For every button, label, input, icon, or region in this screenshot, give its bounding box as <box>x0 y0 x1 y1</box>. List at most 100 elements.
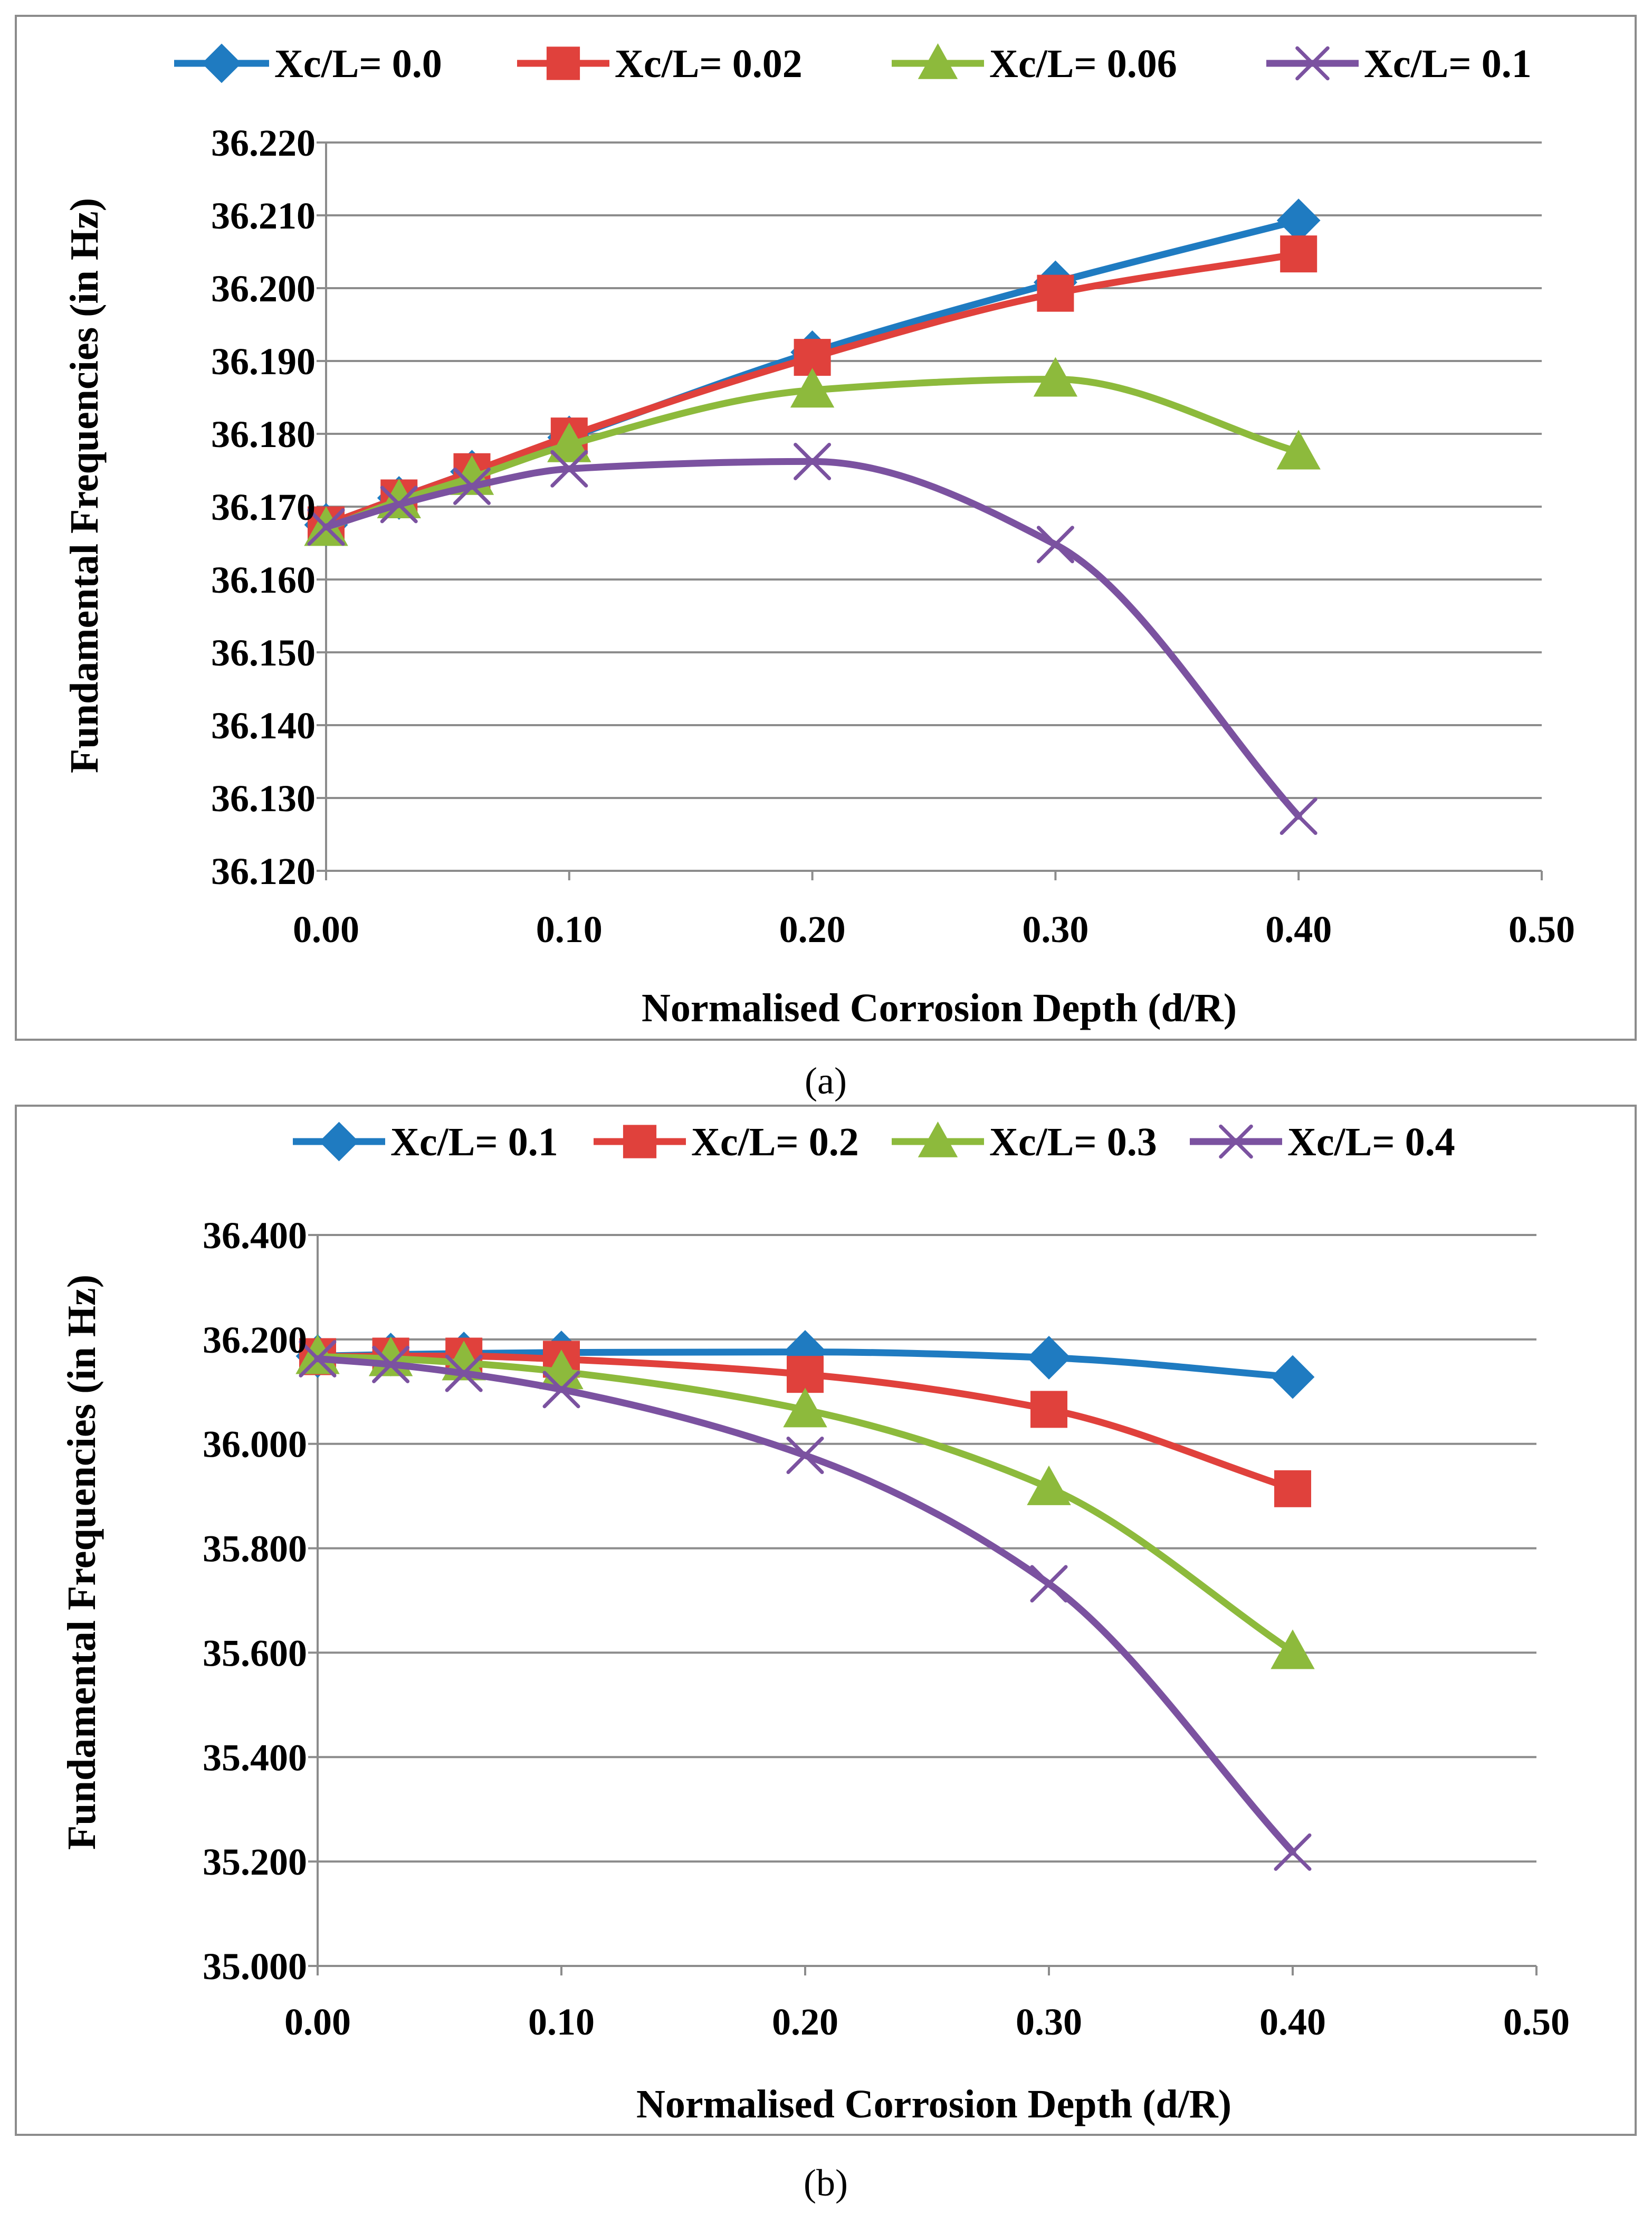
chart-b-x-tick-label: 0.50 <box>1503 2001 1570 2043</box>
chart-b-x-tick-label: 0.10 <box>528 2001 595 2043</box>
chart-b-legend-swatch-marker <box>623 1125 657 1158</box>
chart-a-series-4-line <box>322 458 1302 820</box>
chart-a-legend: Xc/L= 0.0 Xc/L= 0.02 Xc/L= 0.06 Xc/L= 0.1 <box>174 42 1532 86</box>
chart-b-legend-swatch-marker <box>319 1122 359 1162</box>
chart-b-caption: (b) <box>804 2162 848 2204</box>
chart-b-series-4-point <box>1030 1565 1068 1603</box>
chart-a-legend-label: Xc/L= 0.06 <box>989 42 1177 86</box>
chart-a-border <box>15 15 1637 1041</box>
chart-b-x-tick-label: 0.40 <box>1259 2001 1326 2043</box>
chart-b-legend-item-4: Xc/L= 0.4 <box>1190 1120 1455 1164</box>
chart-b-y-tick-label: 35.400 <box>203 1736 307 1779</box>
chart-b-series-1-point <box>1271 1355 1315 1399</box>
chart-b-series-4-point <box>786 1436 824 1474</box>
chart-a-y-tick-label: 36.130 <box>211 777 316 820</box>
chart-a-legend-label: Xc/L= 0.02 <box>615 42 803 86</box>
chart-b-legend-item-2: Xc/L= 0.2 <box>594 1120 859 1164</box>
chart-b-series-2-point <box>1030 1391 1067 1428</box>
chart-a-legend-label: Xc/L= 0.1 <box>1364 42 1532 86</box>
chart-a-series-4 <box>307 442 1317 835</box>
chart-a-y-axis-title: Fundamental Frequencies (in Hz) <box>62 198 107 773</box>
chart-b-legend-label: Xc/L= 0.4 <box>1287 1120 1455 1164</box>
chart-a-legend-swatch-marker <box>546 46 580 80</box>
chart-a-series-3-point <box>547 422 591 462</box>
chart-a-x-tick-label: 0.10 <box>536 908 603 951</box>
chart-b-series-3-point <box>1027 1465 1071 1505</box>
chart-a-series-4-point <box>307 508 345 546</box>
chart-a-series-2-point <box>1280 235 1317 273</box>
chart-a-series-3-point <box>790 368 835 408</box>
chart-a-series-3-line <box>322 376 1302 532</box>
chart-a-legend-item-2: Xc/L= 0.02 <box>517 42 803 86</box>
chart-b-series-2-point <box>1274 1470 1311 1507</box>
chart-a-x-tick-label: 0.40 <box>1265 908 1332 951</box>
chart-b-x-tick-label: 0.30 <box>1016 2001 1082 2043</box>
chart-b-y-tick-label: 36.400 <box>203 1214 307 1257</box>
chart-a-series <box>304 198 1321 835</box>
chart-a-y-tick-label: 36.150 <box>211 632 316 674</box>
chart-b-y-tick-label: 35.600 <box>203 1632 307 1674</box>
chart-b-legend-label: Xc/L= 0.1 <box>390 1120 558 1164</box>
chart-b-gridlines <box>318 1234 1536 1863</box>
chart-b-y-tick-label: 35.200 <box>203 1841 307 1883</box>
chart-b-legend-item-1: Xc/L= 0.1 <box>293 1120 558 1164</box>
chart-a-legend-swatch-marker <box>918 43 958 79</box>
chart-b-x-tick-label: 0.00 <box>284 2001 351 2043</box>
chart-a-y-tick-label: 36.160 <box>211 559 316 601</box>
chart-a-gridlines <box>326 141 1542 799</box>
chart-a-x-tick-label: 0.20 <box>779 908 846 951</box>
chart-a-series-3-point <box>1033 357 1078 397</box>
chart-a-legend-item-4: Xc/L= 0.1 <box>1266 42 1532 86</box>
chart-b-y-tick-label: 36.200 <box>203 1319 307 1361</box>
chart-b-series-3-line <box>314 1353 1296 1655</box>
chart-a-y-tick-label: 36.190 <box>211 340 316 383</box>
chart-b-series-2-point <box>787 1356 824 1393</box>
chart-b: 35.000 35.200 35.400 35.600 35.800 36.000 36.2… <box>15 1105 1637 2136</box>
chart-b-series-4 <box>299 1339 1312 1871</box>
chart-a-x-tick-label: 0.00 <box>293 908 359 951</box>
chart-b-y-axis-title: Fundamental Frequencies (in Hz) <box>60 1275 104 1850</box>
chart-b-series-4-point <box>1274 1833 1312 1871</box>
chart-a-series-4-point <box>453 467 491 505</box>
chart-a-y-tick-label: 36.220 <box>211 122 316 164</box>
chart-a-series-3-point <box>1276 430 1321 470</box>
chart-a-y-tick-label: 36.140 <box>211 705 316 747</box>
chart-a-y-tick-labels: 36.120 36.130 36.140 36.150 36.160 36.170 36.1… <box>211 122 316 892</box>
chart-a-series-4-point <box>550 450 588 488</box>
chart-b-series-4-point <box>372 1345 410 1383</box>
chart-a-y-tick-label: 36.170 <box>211 486 316 528</box>
chart-b-y-tick-labels: 35.000 35.200 35.400 35.600 35.800 36.000 36.2… <box>203 1214 307 1988</box>
chart-b-x-axis-title: Normalised Corrosion Depth (d/R) <box>636 2082 1231 2126</box>
chart-b-series-2-line <box>314 1352 1296 1493</box>
chart-a: 36.120 36.130 36.140 36.150 36.160 36.170 36.1… <box>15 15 1637 1041</box>
chart-b-series-4-point <box>299 1339 337 1377</box>
chart-a-series-4-point <box>1036 526 1074 564</box>
chart-a-y-tick-label: 36.200 <box>211 268 316 310</box>
chart-a-series-4-point <box>1279 797 1317 835</box>
chart-a-y-tick-label: 36.120 <box>211 850 316 892</box>
chart-b-legend: Xc/L= 0.1 Xc/L= 0.2 Xc/L= 0.3 Xc/L= 0.4 <box>293 1120 1455 1164</box>
chart-a-legend-item-1: Xc/L= 0.0 <box>174 42 442 86</box>
chart-a-x-tick-label: 0.30 <box>1022 908 1088 951</box>
chart-a-y-tick-label: 36.210 <box>211 195 316 237</box>
chart-a-y-tick-label: 36.180 <box>211 413 316 455</box>
chart-a-x-tick-label: 0.50 <box>1508 908 1575 951</box>
chart-a-legend-label: Xc/L= 0.0 <box>274 42 442 86</box>
chart-a-series-2-point <box>1037 274 1074 312</box>
chart-a-series-2-line <box>322 250 1302 528</box>
chart-a-series-4-point <box>380 486 418 524</box>
chart-b-series-4-point <box>542 1371 580 1409</box>
chart-b-series-3-point <box>783 1388 827 1428</box>
chart-b-x-tick-label: 0.20 <box>772 2001 838 2043</box>
chart-a-legend-item-3: Xc/L= 0.06 <box>892 42 1177 86</box>
chart-b-y-tick-label: 35.800 <box>203 1528 307 1570</box>
chart-b-y-tick-label: 36.000 <box>203 1423 307 1466</box>
chart-b-series-3-point <box>1271 1629 1315 1669</box>
chart-b-legend-label: Xc/L= 0.2 <box>691 1120 859 1164</box>
chart-b-series-1-point <box>1027 1336 1071 1380</box>
chart-b-legend-swatch-marker <box>918 1121 958 1157</box>
chart-b-series-4-line <box>314 1355 1296 1856</box>
chart-b-legend-item-3: Xc/L= 0.3 <box>892 1120 1157 1164</box>
chart-b-x-tick-labels: 0.00 0.10 0.20 0.30 0.40 0.50 <box>284 2001 1570 2043</box>
